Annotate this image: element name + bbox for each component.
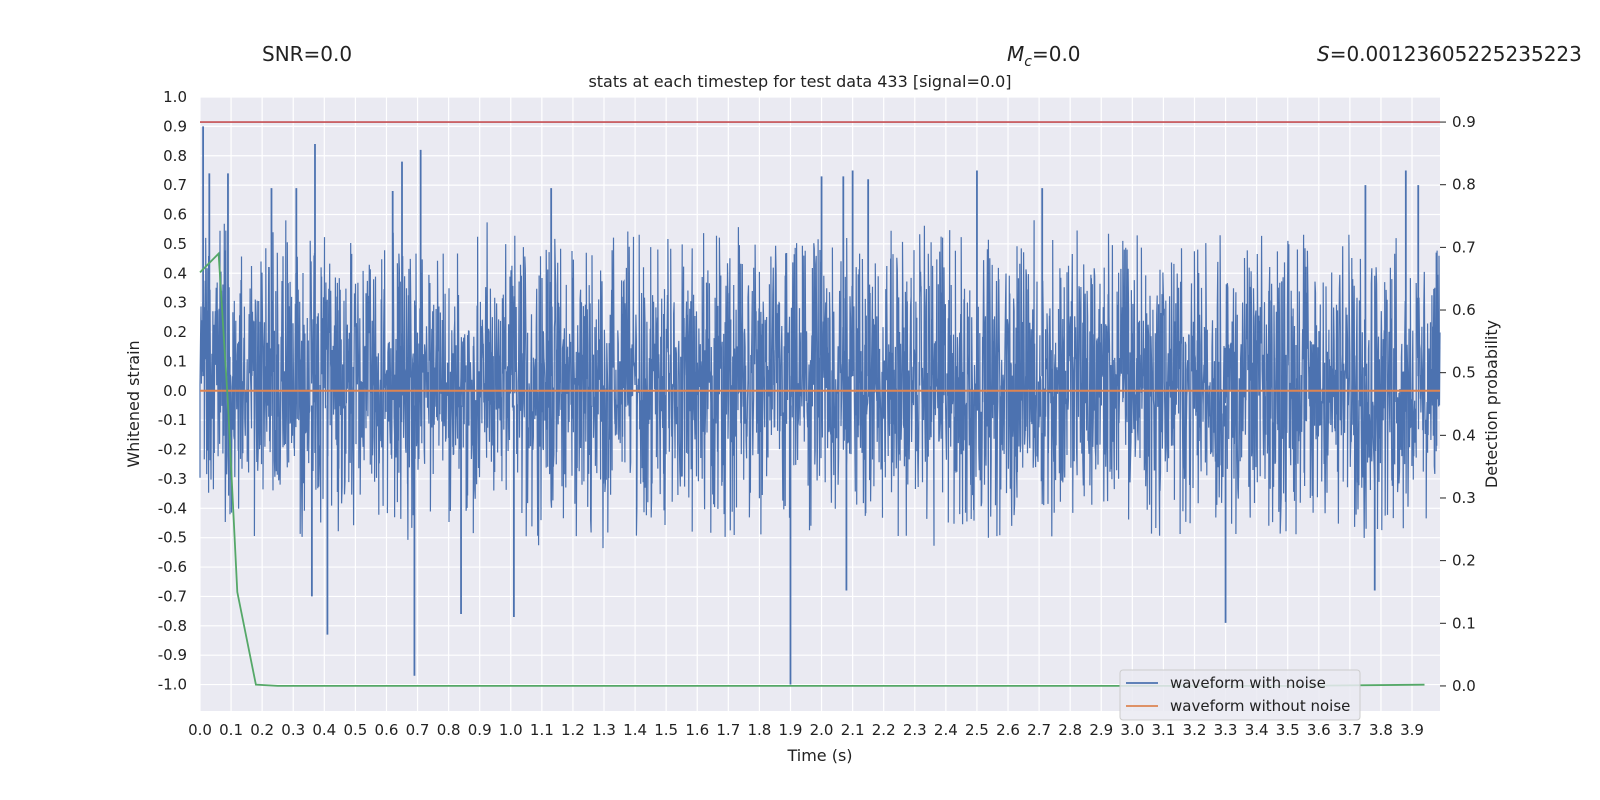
- y2-axis-label: Detection probability: [1482, 320, 1501, 488]
- x-tick-label: 1.0: [499, 721, 523, 739]
- chart-title: stats at each timestep for test data 433…: [588, 72, 1011, 91]
- x-tick-label: 1.4: [623, 721, 647, 739]
- x-tick-label: 0.2: [250, 721, 274, 739]
- y-tick-label: 0.1: [163, 352, 187, 370]
- x-tick-label: 2.6: [996, 721, 1020, 739]
- x-tick-label: 3.7: [1338, 721, 1362, 739]
- y2-tick-label: 0.6: [1452, 301, 1476, 319]
- x-tick-label: 0.1: [219, 721, 243, 739]
- y-tick-label: -0.6: [158, 558, 187, 576]
- x-tick-label: 0.8: [437, 721, 461, 739]
- x-tick-label: 1.3: [592, 721, 616, 739]
- y2-tick-label: 0.0: [1452, 677, 1476, 695]
- x-tick-label: 2.2: [872, 721, 896, 739]
- x-tick-label: 1.9: [779, 721, 803, 739]
- x-tick-label: 3.4: [1245, 721, 1269, 739]
- snr-label: SNR=0.0: [262, 42, 352, 66]
- x-tick-label: 3.1: [1151, 721, 1175, 739]
- x-tick-label: 3.6: [1307, 721, 1331, 739]
- y-tick-label: -0.4: [158, 499, 187, 517]
- y-axis-label: Whitened strain: [124, 340, 143, 467]
- x-tick-label: 3.5: [1276, 721, 1300, 739]
- x-tick-label: 2.0: [810, 721, 834, 739]
- y-tick-label: 0.0: [163, 382, 187, 400]
- y2-tick-label: 0.2: [1452, 552, 1476, 570]
- legend: waveform with noise waveform without noi…: [1119, 669, 1361, 721]
- ticks: 0.0 0.1 0.2 0.3 0.4 0.5 0.6 0.7 0.8 0.9 1.0 1.1 1.2 1…: [158, 88, 1476, 739]
- x-tick-label: 0.3: [281, 721, 305, 739]
- x-tick-label: 1.8: [747, 721, 771, 739]
- y-tick-label: -0.5: [158, 529, 187, 547]
- x-axis-label: Time (s): [786, 746, 852, 765]
- x-tick-label: 3.2: [1183, 721, 1207, 739]
- x-tick-label: 0.7: [406, 721, 430, 739]
- x-tick-label: 0.5: [343, 721, 367, 739]
- y-tick-label: 1.0: [163, 88, 187, 106]
- y-tick-label: 0.8: [163, 147, 187, 165]
- y-tick-label: 0.6: [163, 206, 187, 224]
- y2-tick-label: 0.9: [1452, 113, 1476, 131]
- x-tick-label: 1.6: [685, 721, 709, 739]
- y2-tick-label: 0.4: [1452, 426, 1476, 444]
- y-tick-label: 0.3: [163, 294, 187, 312]
- y-tick-label: 0.7: [163, 176, 187, 194]
- series-noise-line: [199, 220, 1441, 549]
- legend-label-noise: waveform with noise: [1170, 674, 1326, 692]
- y-tick-label: 0.4: [163, 264, 187, 282]
- x-tick-label: 0.4: [312, 721, 336, 739]
- x-tick-label: 0.6: [375, 721, 399, 739]
- mc-value: =0.0: [1032, 42, 1081, 66]
- y-tick-label: 0.2: [163, 323, 187, 341]
- x-tick-label: 2.8: [1058, 721, 1082, 739]
- y-tick-label: 0.9: [163, 117, 187, 135]
- x-tick-label: 3.9: [1400, 721, 1424, 739]
- y-tick-label: -0.9: [158, 646, 187, 664]
- legend-box: [1119, 669, 1361, 721]
- y2-tick-label: 0.8: [1452, 176, 1476, 194]
- x-tick-label: 3.0: [1120, 721, 1144, 739]
- x-tick-label: 2.3: [903, 721, 927, 739]
- x-tick-label: 1.2: [561, 721, 585, 739]
- x-tick-label: 2.5: [965, 721, 989, 739]
- mc-label: Mc=0.0: [1007, 42, 1081, 70]
- x-tick-label: 1.7: [716, 721, 740, 739]
- y-tick-label: -0.3: [158, 470, 187, 488]
- y-tick-label: -0.7: [158, 587, 187, 605]
- s-value: =0.00123605225235223: [1330, 42, 1582, 66]
- y2-tick-label: 0.7: [1452, 238, 1476, 256]
- x-tick-label: 3.8: [1369, 721, 1393, 739]
- x-tick-label: 2.1: [841, 721, 865, 739]
- x-tick-label: 2.9: [1089, 721, 1113, 739]
- x-tick-label: 1.1: [530, 721, 554, 739]
- legend-label-clean: waveform without noise: [1170, 697, 1350, 715]
- x-tick-label: 2.7: [1027, 721, 1051, 739]
- y2-tick-label: 0.1: [1452, 614, 1476, 632]
- x-tick-label: 0.0: [188, 721, 212, 739]
- y2-tick-label: 0.3: [1452, 489, 1476, 507]
- y-tick-label: -0.2: [158, 441, 187, 459]
- y-tick-label: -0.8: [158, 617, 187, 635]
- x-tick-label: 0.9: [468, 721, 492, 739]
- s-label: S=0.00123605225235223: [1317, 42, 1582, 66]
- x-tick-label: 3.3: [1214, 721, 1238, 739]
- y-tick-label: -1.0: [158, 676, 187, 694]
- y-tick-label: -0.1: [158, 411, 187, 429]
- y-tick-label: 0.5: [163, 235, 187, 253]
- x-tick-label: 1.5: [654, 721, 678, 739]
- y2-tick-label: 0.5: [1452, 364, 1476, 382]
- x-tick-label: 2.4: [934, 721, 958, 739]
- series-probability-line: [199, 251, 1425, 687]
- series: [199, 121, 1441, 687]
